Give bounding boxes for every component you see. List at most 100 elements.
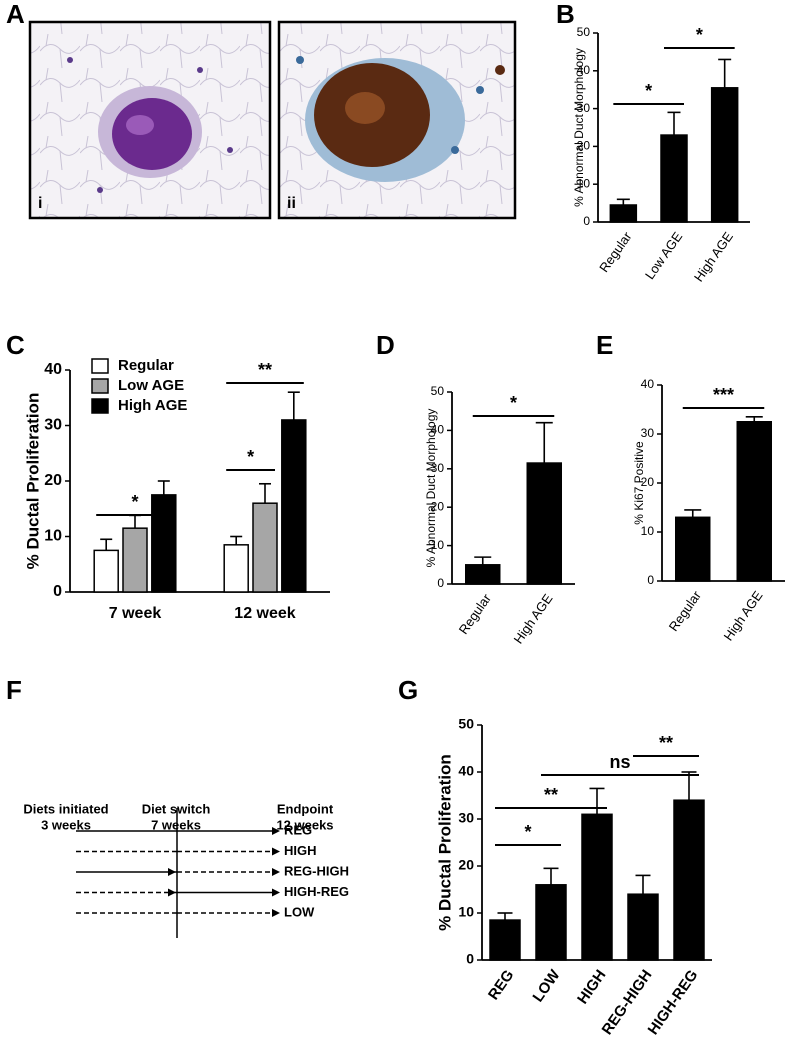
x-tick-label: REG [485,967,518,1003]
histology-image [28,20,272,220]
y-tick-label: 10 [577,176,591,190]
panel-label: F [6,675,22,705]
column-header: 7 weeks [151,817,201,832]
legend-label: Regular [118,357,174,374]
y-tick-label: 30 [458,810,474,826]
y-tick-label: 0 [647,573,654,587]
y-tick-label: 30 [641,426,655,440]
column-header: 12 weeks [276,817,333,832]
bar [122,527,148,593]
y-axis-label: % Ductal Proliferation [23,393,42,570]
y-tick-label: 40 [641,377,655,391]
column-header: Diets initiated [23,801,108,816]
bar [93,549,119,593]
panel-label: B [556,0,575,29]
bar [660,134,688,223]
x-tick-label: Regular [596,229,635,275]
bar [609,204,638,223]
x-tick-label: Regular [456,591,495,637]
bar [535,884,567,961]
legend-label: High AGE [118,397,187,414]
x-tick-label: HIGH [574,967,609,1007]
image-label: ii [287,195,296,212]
panel-label: C [6,330,25,360]
arrow-head [168,888,176,897]
bar [673,799,705,961]
arrow-head [272,827,280,835]
bar [489,919,521,961]
y-tick-label: 20 [44,472,62,489]
x-tick-label: High AGE [720,588,765,644]
y-tick-label: 0 [466,951,474,967]
y-tick-label: 40 [577,63,591,77]
significance-label: * [247,447,254,467]
y-tick-label: 0 [437,576,444,590]
bar [710,87,739,223]
column-header: Endpoint [277,801,334,816]
y-tick-label: 20 [577,139,591,153]
significance-label: * [131,492,138,512]
panel-label: D [376,330,395,360]
y-tick-label: 40 [431,423,445,437]
significance-label: * [524,822,531,842]
legend-swatch [91,358,109,374]
legend-swatch [91,378,109,394]
panel-label: E [596,330,613,360]
y-axis-label: % Ki67 Positive [632,441,646,525]
legend-swatch [91,398,109,414]
arrow-head [272,847,280,856]
bar [627,893,659,961]
row-label: HIGH-REG [284,884,349,899]
row-label: REG [284,822,312,837]
y-tick-label: 20 [431,499,445,513]
arrow-head [272,868,280,876]
row-label: LOW [284,904,315,919]
y-tick-label: 10 [641,524,655,538]
row-label: HIGH [284,843,317,858]
bar [223,544,249,593]
arrow-head [272,909,280,917]
y-tick-label: 10 [458,904,474,920]
arrow-head [272,888,280,897]
significance-label: ** [544,785,558,805]
significance-label: * [510,393,517,413]
y-tick-label: 40 [458,763,474,779]
row-label: REG-HIGH [284,863,349,878]
arrow-head [168,868,176,876]
y-tick-label: 40 [44,361,62,378]
x-tick-label: 12 week [234,605,295,622]
y-tick-label: 10 [44,528,62,545]
y-tick-label: 50 [431,384,445,398]
y-axis-label: % Abnormal Duct Morphology [424,409,438,568]
significance-label: ** [659,733,673,753]
y-tick-label: 50 [458,716,474,732]
panel-label: G [398,675,418,705]
significance-label: ns [609,752,630,772]
y-tick-label: 30 [577,101,591,115]
legend-label: Low AGE [118,377,184,394]
y-tick-label: 10 [431,538,445,552]
y-tick-label: 30 [44,417,62,434]
bar [581,813,613,961]
significance-label: * [696,25,703,45]
histology-image [277,20,517,220]
x-tick-label: 7 week [109,605,162,622]
y-tick-label: 50 [577,25,591,39]
x-tick-label: Low AGE [642,229,686,282]
x-tick-label: High AGE [510,591,555,647]
y-tick-label: 20 [641,475,655,489]
bar [675,516,711,582]
image-label: i [38,195,42,212]
x-tick-label: High AGE [691,229,736,285]
significance-label: *** [713,385,734,405]
bar [151,494,177,593]
y-tick-label: 20 [458,857,474,873]
y-tick-label: 30 [431,461,445,475]
bar [736,421,772,582]
bar [526,462,562,585]
column-header: 3 weeks [41,817,91,832]
panel-label: A [6,0,25,29]
x-tick-label: Regular [666,588,705,634]
